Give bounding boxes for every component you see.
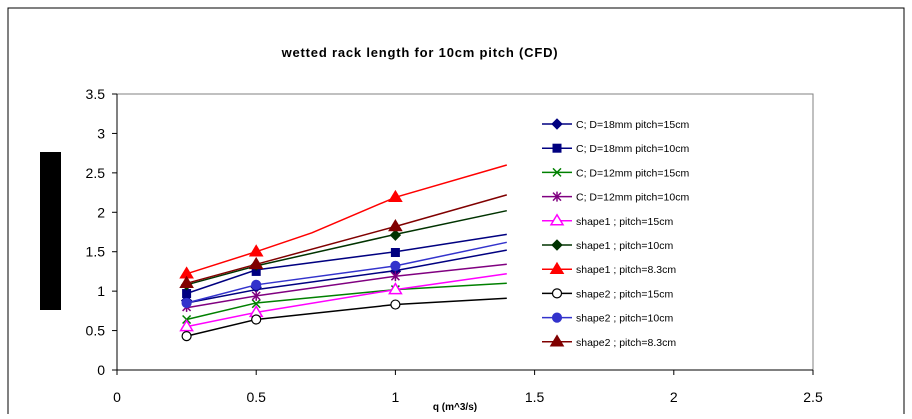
data-point [182, 289, 192, 299]
series-line [186, 297, 507, 337]
series-line [186, 273, 507, 328]
data-point [251, 290, 261, 301]
legend-label: C; D=18mm pitch=15cm [576, 119, 689, 131]
data-point [248, 256, 264, 270]
legend-entry: shape1 ; pitch=8.3cm [542, 261, 676, 276]
x-tick-label: 2 [670, 389, 678, 405]
y-tick-label: 3.5 [86, 86, 106, 102]
y-tick-label: 0 [97, 362, 105, 378]
data-point [181, 297, 192, 309]
legend-label: C; D=12mm pitch=10cm [576, 192, 689, 204]
legend-marker [551, 118, 563, 130]
data-point [390, 271, 400, 282]
data-point [248, 244, 264, 257]
legend-marker [552, 167, 562, 177]
series-5 [179, 273, 507, 332]
legend-marker [552, 143, 562, 153]
y-axis: 0 0.5 1 1.5 2 2.5 3 3.5 [86, 86, 118, 378]
y-tick-label: 2.5 [86, 165, 106, 181]
x-tick-label: 2.5 [803, 389, 823, 405]
y-axis-label-placeholder [40, 152, 61, 310]
legend-marker [549, 261, 565, 274]
data-point [251, 279, 262, 290]
series-line [186, 241, 507, 304]
legend-entry: C; D=18mm pitch=10cm [542, 143, 689, 155]
series-line [186, 282, 507, 321]
series-line [186, 164, 508, 275]
data-point [389, 229, 402, 241]
data-point [181, 330, 192, 342]
legend-label: shape2 ; pitch=10cm [576, 313, 673, 325]
legend-marker-stroke [552, 167, 562, 177]
legend-entry: C; D=12mm pitch=10cm [542, 191, 689, 204]
data-point [388, 282, 403, 295]
data-point [179, 275, 194, 289]
data-point [390, 260, 401, 272]
legend-label: shape1 ; pitch=15cm [576, 216, 673, 228]
data-point [390, 299, 401, 310]
legend-marker [549, 334, 565, 347]
legend-marker [551, 288, 563, 299]
y-tick-label: 1 [97, 283, 105, 299]
data-point [251, 299, 261, 309]
chart-title: wetted rack length for 10cm pitch (CFD) [281, 45, 559, 60]
series-8 [181, 297, 507, 342]
data-point [390, 248, 400, 258]
data-point [388, 189, 403, 203]
legend-label: shape2 ; pitch=8.3cm [576, 337, 676, 349]
legend-label: shape1 ; pitch=8.3cm [576, 264, 676, 276]
x-axis-label: q (m^3/s) [433, 402, 477, 413]
y-tick-label: 0.5 [86, 323, 106, 339]
legend-entry: shape1 ; pitch=15cm [542, 213, 673, 228]
legend-marker [551, 312, 563, 323]
data-point [388, 219, 403, 232]
legend-marker [552, 191, 562, 202]
series-line [186, 249, 507, 304]
legend: C; D=18mm pitch=15cm C; D=18mm pitch=10cm… [542, 118, 689, 349]
legend-marker [551, 239, 563, 251]
legend-entry: shape2 ; pitch=8.3cm [542, 334, 676, 349]
legend-box [532, 112, 742, 367]
y-tick-label: 2 [97, 204, 105, 220]
legend-entry: C; D=12mm pitch=15cm [542, 167, 689, 179]
x-tick-label: 1 [392, 389, 400, 405]
x-tick-label: 0 [113, 389, 121, 405]
x-tick-label: 0.5 [246, 389, 266, 405]
y-tick-label: 3 [97, 125, 105, 141]
x-axis: 0 0.5 1 1.5 2 2.5 [113, 369, 823, 405]
legend-label: C; D=18mm pitch=10cm [576, 143, 689, 155]
series-9 [181, 241, 507, 309]
series-line [186, 194, 508, 285]
legend-label: shape2 ; pitch=15cm [576, 288, 673, 300]
legend-marker [549, 213, 565, 226]
series-layer [179, 164, 508, 342]
series-10 [179, 194, 508, 289]
series-line [186, 209, 507, 286]
data-point [251, 314, 262, 325]
legend-label: C; D=12mm pitch=15cm [576, 167, 689, 179]
series-line [186, 233, 507, 295]
legend-entry: shape2 ; pitch=10cm [542, 312, 673, 325]
legend-entry: shape1 ; pitch=10cm [542, 239, 673, 252]
data-point [179, 319, 194, 332]
legend-entry: shape2 ; pitch=15cm [542, 288, 673, 300]
x-tick-label: 1.5 [525, 389, 545, 405]
y-tick-label: 1.5 [86, 244, 106, 260]
series-line [186, 263, 507, 309]
legend-entry: C; D=18mm pitch=15cm [542, 118, 689, 131]
legend-label: shape1 ; pitch=10cm [576, 240, 673, 252]
data-point-stroke [251, 299, 261, 309]
